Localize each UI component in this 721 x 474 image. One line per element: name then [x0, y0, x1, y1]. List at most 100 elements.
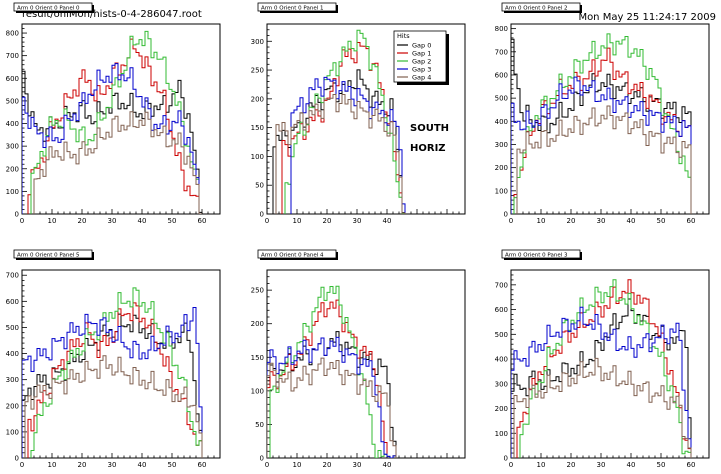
y-tick-label: 600 — [6, 298, 19, 306]
panel-title: Arm 0 Orient 0 Panel 1 — [261, 6, 324, 12]
y-tick-label: 50 — [255, 182, 264, 190]
series-gap4-line — [516, 105, 692, 214]
panel-title-box: Arm 0 Orient 0 Panel 2 — [501, 2, 582, 13]
panel-title-shadow — [504, 258, 582, 260]
histogram-panel-5: Arm 0 Orient 0 Panel 3010020030040050060… — [495, 249, 710, 469]
x-tick-label: 40 — [627, 217, 636, 225]
y-tick-label: 200 — [251, 95, 264, 103]
panel-title-box: Arm 0 Orient 0 Panel 3 — [501, 249, 582, 260]
histogram-panel-3: Arm 0 Orient 0 Panel 5010020030040050060… — [6, 249, 221, 469]
panel-title: Arm 0 Orient 0 Panel 3 — [505, 253, 568, 259]
x-tick-label: 60 — [198, 217, 207, 225]
histogram-panel-2: Arm 0 Orient 0 Panel 2010020030040050060… — [495, 2, 710, 225]
x-tick-label: 20 — [567, 217, 576, 225]
series-gap2-line — [519, 279, 692, 458]
panel-title-shadow — [580, 252, 582, 260]
panel-title: Arm 0 Orient 0 Panel 0 — [17, 6, 80, 12]
y-tick-label: 600 — [495, 71, 508, 79]
series-gap3-line — [290, 76, 406, 214]
x-tick-label: 0 — [265, 461, 269, 469]
y-tick-label: 0 — [504, 211, 508, 219]
y-tick-label: 500 — [6, 324, 19, 332]
y-tick-label: 800 — [495, 25, 508, 33]
panel-title-box: Arm 0 Orient 0 Panel 1 — [257, 2, 338, 13]
y-tick-label: 100 — [6, 428, 19, 436]
y-tick-label: 500 — [495, 331, 508, 339]
x-tick-label: 30 — [597, 461, 606, 469]
series-gap4-line — [267, 357, 397, 458]
legend-frame — [393, 30, 447, 83]
panel-title-shadow — [504, 11, 582, 13]
y-tick-label: 300 — [6, 143, 19, 151]
x-tick-label: 20 — [323, 217, 332, 225]
series-gap4-line — [24, 355, 203, 458]
series-gap1-line — [516, 279, 692, 458]
y-tick-label: 150 — [251, 124, 264, 132]
y-tick-label: 0 — [15, 211, 19, 219]
legend-entry-label: Gap 1 — [412, 50, 431, 58]
panel-title-shadow — [92, 5, 94, 13]
series-gap1-line — [27, 302, 203, 458]
y-tick-label: 400 — [6, 350, 19, 358]
y-tick-label: 0 — [504, 455, 508, 463]
x-tick-label: 50 — [168, 461, 177, 469]
series-gap4-line — [275, 94, 406, 214]
series-gap2-line — [30, 30, 202, 214]
x-tick-label: 50 — [657, 217, 666, 225]
series-gap1-line — [27, 38, 202, 214]
y-tick-label: 400 — [6, 120, 19, 128]
y-tick-label: 600 — [6, 75, 19, 83]
panel-title: Arm 0 Orient 0 Panel 2 — [505, 6, 568, 12]
y-tick-label: 100 — [251, 387, 264, 395]
x-tick-label: 40 — [138, 461, 147, 469]
legend-entry-label: Gap 2 — [412, 58, 431, 66]
histogram-panel-1: Arm 0 Orient 0 Panel 1050100150200250300… — [251, 2, 466, 225]
y-tick-label: 200 — [495, 164, 508, 172]
x-tick-label: 20 — [323, 461, 332, 469]
y-tick-label: 200 — [251, 320, 264, 328]
panels-group: Arm 0 Orient 0 Panel 0010020030040050060… — [6, 2, 710, 469]
x-tick-label: 10 — [48, 461, 57, 469]
series-gap3-line — [511, 306, 692, 458]
series-gap2-line — [30, 287, 203, 458]
x-tick-label: 40 — [138, 217, 147, 225]
y-tick-label: 0 — [260, 455, 264, 463]
panel-title: Arm 0 Orient 0 Panel 5 — [17, 253, 80, 259]
timestamp-label: Mon May 25 11:24:17 2009 — [578, 12, 716, 23]
panel-title-shadow — [336, 5, 338, 13]
y-tick-label: 50 — [255, 421, 264, 429]
y-tick-label: 100 — [251, 153, 264, 161]
y-tick-label: 150 — [251, 354, 264, 362]
x-tick-label: 50 — [657, 461, 666, 469]
y-tick-label: 700 — [495, 281, 508, 289]
panel-title-shadow — [336, 252, 338, 260]
x-tick-label: 30 — [108, 461, 117, 469]
panel-title-box: Arm 0 Orient 0 Panel 4 — [257, 249, 338, 260]
y-tick-label: 700 — [6, 272, 19, 280]
panel-title-shadow — [260, 258, 338, 260]
x-tick-label: 60 — [198, 461, 207, 469]
y-tick-label: 500 — [6, 97, 19, 105]
y-tick-label: 300 — [495, 380, 508, 388]
histogram-panel-4: Arm 0 Orient 0 Panel 4 0 50 100 150 200 250 0 10… — [251, 249, 466, 469]
panel-title: Arm 0 Orient 0 Panel 4 — [261, 253, 324, 259]
y-tick-label: 0 — [260, 211, 264, 219]
panel-title-box: Arm 0 Orient 0 Panel 5 — [13, 249, 94, 260]
x-tick-label: 10 — [537, 217, 546, 225]
x-tick-label: 60 — [687, 461, 696, 469]
legend-entry-label: Gap 0 — [412, 42, 431, 50]
y-tick-label: 200 — [6, 165, 19, 173]
x-tick-label: 20 — [78, 461, 87, 469]
y-tick-label: 500 — [495, 95, 508, 103]
y-tick-label: 700 — [6, 52, 19, 60]
x-tick-label: 10 — [537, 461, 546, 469]
x-tick-label: 0 — [265, 217, 269, 225]
x-tick-label: 0 — [509, 461, 513, 469]
x-tick-label: 30 — [353, 461, 362, 469]
legend-entry-label: Gap 4 — [412, 74, 431, 82]
y-tick-label: 200 — [495, 405, 508, 413]
y-tick-label: 0 — [15, 455, 19, 463]
